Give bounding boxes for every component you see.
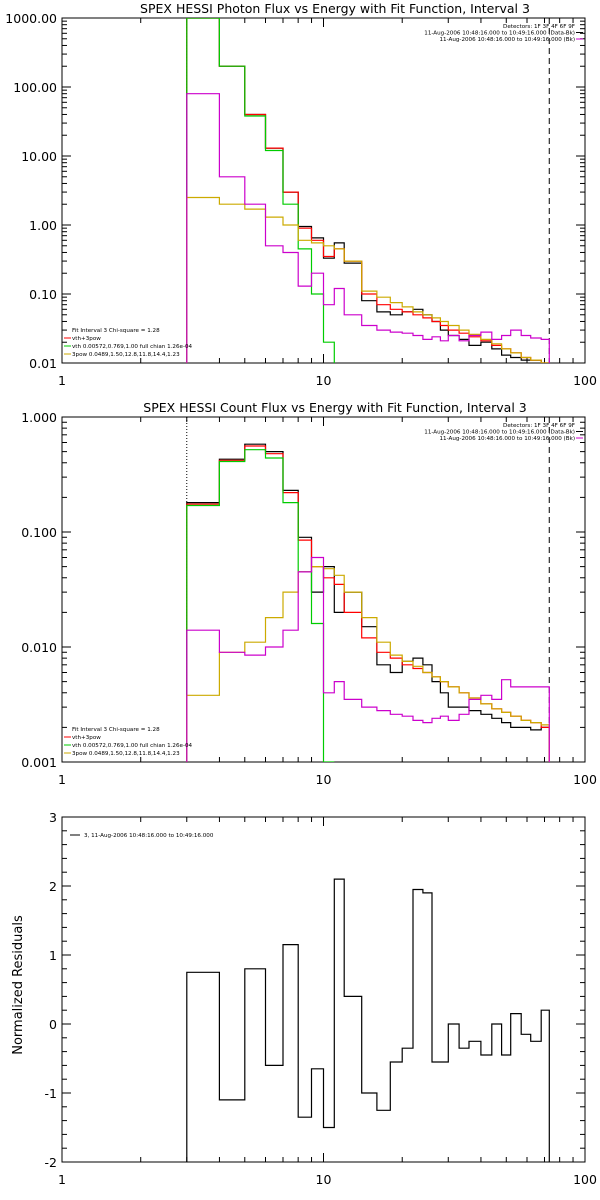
legend-bottom-left-text: vth 0.00572,0.769,1.00 full chian 1.26e-… — [72, 344, 193, 350]
legend-top-right-text: 11-Aug-2006 10:48:16.000 to 10:49:16.000… — [424, 31, 575, 37]
x-tick-label: 1 — [58, 373, 66, 388]
legend-top-right-text: 11-Aug-2006 10:48:16.000 to 10:49:16.000… — [439, 436, 575, 442]
y-tick-label: -2 — [45, 1155, 57, 1170]
legend-top-right-text: 11-Aug-2006 10:48:16.000 to 10:49:16.000… — [424, 430, 575, 436]
y-tick-label: 0 — [49, 1017, 57, 1032]
legend-bottom-left-text: vth+3pow — [72, 336, 101, 342]
y-tick-label: 1000.00 — [5, 11, 57, 26]
x-tick-label: 100 — [573, 373, 597, 388]
series-3pow — [186, 196, 550, 363]
residuals-plot-area: 1 10 100 -2 -1 0 1 2 3 3, 11-Aug-2006 10:48:16.00… — [45, 810, 597, 1187]
legend-bottom-left-text: Fit Interval 3 Chi-square = 1.28 — [72, 328, 160, 334]
series-vth-3pow — [186, 18, 550, 363]
y-tick-label: -1 — [45, 1086, 57, 1101]
series-bk — [186, 93, 550, 363]
legend-bottom-left-text: 3pow 0.0489,1.50,12.8,11.8,14.4,1.23 — [72, 751, 180, 757]
residuals-panel: Normalized Residuals 1 10 100 -2 -1 0 1 2 3 3, 11… — [11, 810, 597, 1187]
y-tick-label: 0.100 — [21, 525, 57, 540]
legend-bottom-left-text: vth+3pow — [72, 735, 101, 741]
legend-bottom-left-text: Fit Interval 3 Chi-square = 1.28 — [72, 727, 160, 733]
series-data-bk — [186, 18, 550, 363]
series-residual — [186, 878, 550, 1162]
x-tick-label: 100 — [573, 772, 597, 787]
series-data-bk — [186, 443, 550, 762]
count-flux-title: SPEX HESSI Count Flux vs Energy with Fit… — [143, 400, 526, 415]
photon-flux-panel: SPEX HESSI Photon Flux vs Energy with Fi… — [5, 1, 597, 388]
y-tick-label: 10.00 — [21, 149, 57, 164]
series-bk — [186, 556, 550, 762]
x-tick-label: 1 — [58, 772, 66, 787]
x-tick-label: 10 — [316, 1172, 332, 1187]
x-tick-label: 100 — [573, 1172, 597, 1187]
x-tick-label: 10 — [316, 772, 332, 787]
photon-flux-title: SPEX HESSI Photon Flux vs Energy with Fi… — [140, 1, 530, 16]
y-tick-label: 0.10 — [29, 287, 57, 302]
legend-top-right-text: Detectors: 1F 3F 4F 6F 9F — [503, 24, 575, 30]
x-tick-label: 10 — [316, 373, 332, 388]
series-vth — [186, 18, 345, 363]
legend-top-right-text: 11-Aug-2006 10:48:16.000 to 10:49:16.000… — [439, 37, 575, 43]
legend-top-left-text: 3, 11-Aug-2006 10:48:16.000 to 10:49:16.… — [84, 833, 214, 839]
y-tick-label: 2 — [49, 879, 57, 894]
y-tick-label: 1 — [49, 948, 57, 963]
y-tick-label: 0.010 — [21, 640, 57, 655]
series-vth — [186, 449, 335, 762]
series-vth-3pow — [186, 445, 550, 762]
legend-bottom-left-text: vth 0.00572,0.769,1.00 full chian 1.26e-… — [72, 743, 193, 749]
series-3pow — [186, 566, 550, 762]
y-tick-label: 3 — [49, 810, 57, 825]
legend-top-right-text: Detectors: 1F 3F 4F 6F 9F — [503, 423, 575, 429]
count-flux-panel: SPEX HESSI Count Flux vs Energy with Fit… — [21, 400, 597, 787]
y-tick-label: 0.01 — [29, 356, 57, 371]
y-tick-label: 1.000 — [21, 410, 57, 425]
legend-bottom-left-text: 3pow 0.0489,1.50,12.8,11.8,14.4,1.23 — [72, 352, 180, 358]
y-tick-label: 100.00 — [13, 80, 57, 95]
count-flux-plot-area: 1 10 100 0.001 0.010 0.100 1.000 Detectors: 1F … — [21, 410, 597, 787]
y-tick-label: 1.00 — [29, 218, 57, 233]
residuals-ylabel: Normalized Residuals — [11, 915, 26, 1055]
y-tick-label: 0.001 — [21, 755, 57, 770]
x-tick-label: 1 — [58, 1172, 66, 1187]
photon-flux-plot-area: 1 10 100 0.01 0.10 1.00 10.00 100.00 1000.00 Dete… — [5, 11, 597, 388]
